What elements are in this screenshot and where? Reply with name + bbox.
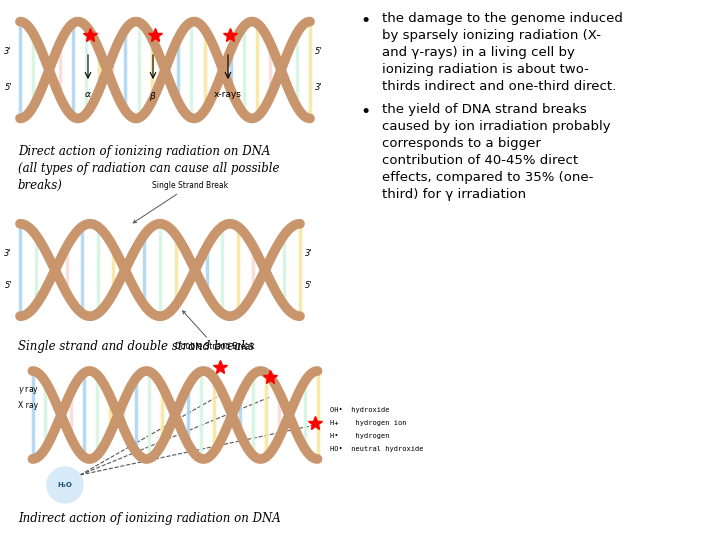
Text: 5': 5' xyxy=(4,84,12,92)
Text: H₂O: H₂O xyxy=(58,482,73,488)
Text: x-rays: x-rays xyxy=(214,90,242,99)
Text: H+    hydrogen ion: H+ hydrogen ion xyxy=(330,420,407,426)
Text: corresponds to a bigger: corresponds to a bigger xyxy=(382,137,541,150)
Text: caused by ion irradiation probably: caused by ion irradiation probably xyxy=(382,120,611,133)
Text: 3': 3' xyxy=(305,249,312,259)
Text: H: H xyxy=(70,470,76,480)
Text: third) for γ irradiation: third) for γ irradiation xyxy=(382,188,526,201)
Text: Direct action of ionizing radiation on DNA
(all types of radiation can cause all: Direct action of ionizing radiation on D… xyxy=(18,145,279,192)
Text: OH•  hydroxide: OH• hydroxide xyxy=(330,407,390,413)
Text: 5': 5' xyxy=(315,48,323,57)
Text: thirds indirect and one-third direct.: thirds indirect and one-third direct. xyxy=(382,80,616,93)
Text: Single Strand Break: Single Strand Break xyxy=(133,181,228,223)
Text: •: • xyxy=(360,103,370,121)
Text: ionizing radiation is about two-: ionizing radiation is about two- xyxy=(382,63,589,76)
Text: Single strand and double strand breaks: Single strand and double strand breaks xyxy=(18,340,254,353)
Text: H: H xyxy=(54,470,60,480)
Circle shape xyxy=(47,467,83,503)
Text: X ray: X ray xyxy=(18,401,38,409)
Text: $\alpha$: $\alpha$ xyxy=(84,90,92,99)
Text: 3': 3' xyxy=(4,249,12,259)
Text: by sparsely ionizing radiation (X-: by sparsely ionizing radiation (X- xyxy=(382,29,601,42)
Text: 3': 3' xyxy=(315,84,323,92)
Text: Indirect action of ionizing radiation on DNA: Indirect action of ionizing radiation on… xyxy=(18,512,281,525)
Text: and γ-rays) in a living cell by: and γ-rays) in a living cell by xyxy=(382,46,575,59)
Text: contribution of 40-45% direct: contribution of 40-45% direct xyxy=(382,154,578,167)
Text: the yield of DNA strand breaks: the yield of DNA strand breaks xyxy=(382,103,587,116)
Text: H•    hydrogen: H• hydrogen xyxy=(330,433,390,439)
Text: $\gamma$ ray: $\gamma$ ray xyxy=(18,384,39,396)
Text: effects, compared to 35% (one-: effects, compared to 35% (one- xyxy=(382,171,593,184)
Text: the damage to the genome induced: the damage to the genome induced xyxy=(382,12,623,25)
Text: O: O xyxy=(62,485,68,495)
Text: $\beta$: $\beta$ xyxy=(149,90,157,103)
Text: 3': 3' xyxy=(4,48,12,57)
Text: •: • xyxy=(360,12,370,30)
Text: Double Strand Break: Double Strand Break xyxy=(175,311,255,351)
Text: HO•  neutral hydroxide: HO• neutral hydroxide xyxy=(330,446,423,452)
Text: 5': 5' xyxy=(305,281,312,291)
Text: 5': 5' xyxy=(4,281,12,291)
